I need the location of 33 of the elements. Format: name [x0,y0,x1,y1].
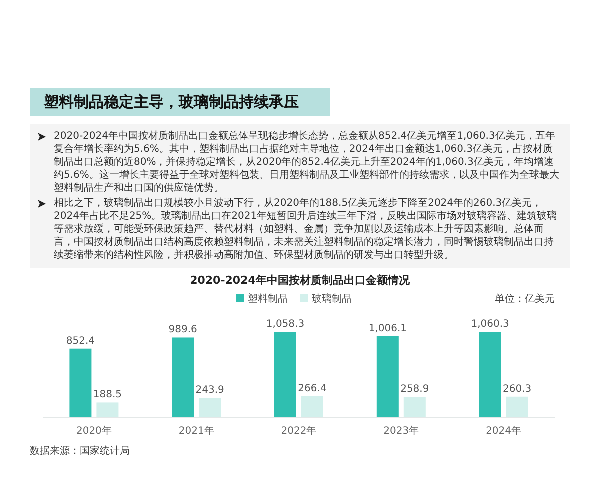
data-label: 1,006.1 [368,323,407,334]
data-label: 852.4 [66,336,96,347]
chart-title: 2020-2024年中国按材质制品出口金额情况 [190,274,411,287]
bar [404,397,426,418]
text: 单位：亿美元 [495,293,555,305]
bar [96,402,119,418]
data-label: 258.9 [400,384,430,395]
data-label: 989.6 [168,324,198,336]
bar [199,398,222,418]
source-note: 数据来源：国家统计局 [30,445,130,457]
legend-label: 玻璃制品 [312,293,352,305]
bar [302,396,324,418]
bar [274,332,296,418]
bar [70,348,92,418]
bar [506,396,528,418]
bar [376,336,399,418]
bar [172,338,194,418]
text: 相比之下，玻璃制品出口规模较小且波动下行，从2020年的188.5亿美元逐步下降至2024年的260.3亿美元，2024年占比不足25%。玻璃制品出口在2021年短暂回升后连续三年下滑，反映出国际市场对玻璃容器、建筑玻璃等需求放缓，可能受环保政策趋严、替代材料（如塑料、金属）竞争加剧以及运输成本上升等因素影响。总体而言，中国按材质制品出口结构高度依赖塑料制品，未来需关注塑料制品的稳定增长潜力，同时警惕玻璃制品出口持续萎缩带来的结构性风险，并积极推动高附加值、环保型材质制品的研发与出口转型升级。 [54,198,558,261]
data-label: 188.5 [93,390,122,401]
bar [479,332,502,418]
data-label: 266.4 [298,383,327,394]
x-tick-label: 2022年 [281,425,317,437]
x-tick-label: 2020年 [76,425,112,437]
data-label: 260.3 [502,384,532,395]
x-tick-label: 2021年 [178,425,214,437]
text: 2020-2024年中国按材质制品出口金额总体呈现稳步增长态势，总金额从852.4亿美元增至1,060.3亿美元，五年复合年增长率约为5.6%。其中，塑料制品出口占据绝对主导地位，2024年出口金额达1,060.3亿美元，占按材质制品出口总额的近80%，并保持稳定增长，从2020年的852.4亿美元上升至2024年的1,060.3亿美元，年均增速约5.6%。这一增长主要得益于全球对塑料包装、日用塑料制品及工业塑料部件的持续需求，以及中国作为全球最大塑料制品生产和出口国的供应链优势。 [54,131,560,194]
text: 塑料制品稳定主导，玻璃制品持续承压 [30,88,330,116]
x-tick-label: 2024年 [486,425,522,437]
data-label: 1,060.3 [471,319,510,330]
legend-label: 塑料制品 [248,293,288,305]
data-label: 243.9 [196,385,224,396]
data-label: 1,058.3 [266,319,305,330]
x-tick-label: 2023年 [384,425,420,437]
